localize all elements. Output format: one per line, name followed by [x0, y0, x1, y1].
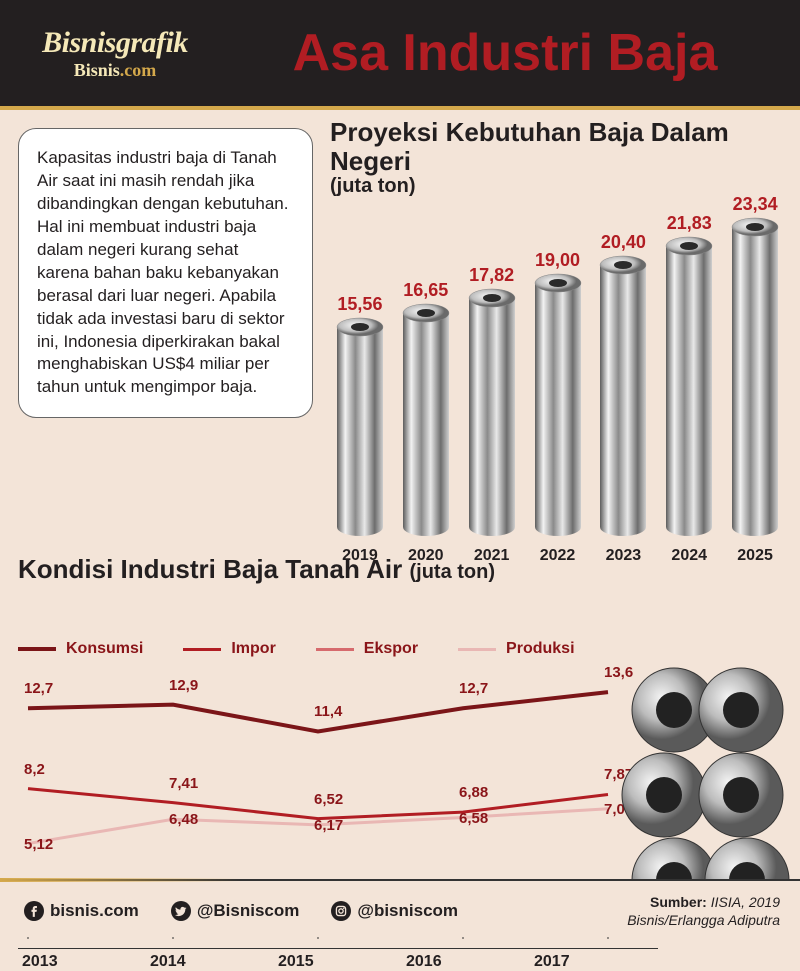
- bar-value: 21,83: [667, 213, 712, 234]
- kondisi-header: Kondisi Industri Baja Tanah Air (juta to…: [18, 555, 495, 585]
- source-credit: Bisnis/Erlangga Adiputra: [627, 911, 780, 929]
- bar-item: 19,00 2022: [528, 250, 588, 565]
- legend-item: Produksi: [458, 640, 574, 658]
- bar-value: 16,65: [403, 280, 448, 301]
- line-year-axis: 20132014201520162017: [18, 948, 658, 971]
- instagram-link[interactable]: @bisniscom: [331, 901, 458, 921]
- projection-unit: (juta ton): [330, 175, 785, 198]
- line-year-label: 2013: [18, 948, 146, 971]
- data-label: 6,17: [314, 817, 343, 834]
- source-value: IISIA, 2019: [711, 894, 780, 910]
- steel-cylinder-icon: [402, 303, 450, 537]
- legend-item: Konsumsi: [18, 640, 143, 658]
- legend-swatch: [458, 648, 496, 651]
- legend-swatch: [316, 648, 354, 651]
- line-year-label: 2017: [530, 948, 658, 971]
- bar-item: 17,82 2021: [462, 265, 522, 565]
- instagram-icon: [331, 901, 351, 921]
- line-year-label: 2016: [402, 948, 530, 971]
- twitter-link[interactable]: @Bisniscom: [171, 901, 300, 921]
- header: Bisnisgrafik Bisnis.com Asa Industri Baj…: [0, 0, 800, 110]
- bar-value: 23,34: [733, 194, 778, 215]
- bar-value: 17,82: [469, 265, 514, 286]
- steel-cylinder-icon: [468, 288, 516, 537]
- data-label: 12,7: [24, 680, 53, 697]
- legend-swatch: [183, 648, 221, 651]
- bar-value: 15,56: [337, 294, 382, 315]
- data-label: 6,48: [169, 811, 198, 828]
- twitter-icon: [171, 901, 191, 921]
- line-legend: Konsumsi Impor Ekspor Produksi: [18, 640, 620, 658]
- legend-item: Ekspor: [316, 640, 418, 658]
- data-label: 11,4: [314, 703, 342, 720]
- source-block: Sumber: IISIA, 2019 Bisnis/Erlangga Adip…: [627, 893, 780, 929]
- facebook-icon: [24, 901, 44, 921]
- brand-sub-a: Bisnis: [74, 60, 120, 80]
- bar-item: 20,40 2023: [593, 232, 653, 565]
- data-label: 12,7: [459, 680, 488, 697]
- data-label: 6,52: [314, 791, 343, 808]
- data-label: 6,88: [459, 784, 488, 801]
- footer: bisnis.com @Bisniscom @bisniscom Sumber:…: [0, 879, 800, 937]
- bar-year: 2022: [540, 547, 576, 565]
- intro-text: Kapasitas industri baja di Tanah Air saa…: [18, 128, 313, 418]
- bar-year: 2025: [737, 547, 773, 565]
- facebook-link[interactable]: bisnis.com: [24, 901, 139, 921]
- steel-cylinder-icon: [731, 217, 779, 537]
- legend-label: Konsumsi: [66, 640, 143, 658]
- twitter-label: @Bisniscom: [197, 901, 300, 921]
- line-year-label: 2014: [146, 948, 274, 971]
- legend-swatch: [18, 647, 56, 651]
- steel-cylinder-icon: [665, 236, 713, 537]
- brand-title: Bisnisgrafik: [0, 26, 230, 60]
- projection-bars: 15,56 2019 16,65: [330, 205, 785, 565]
- bar-year: 2023: [606, 547, 642, 565]
- data-label: 7,41: [169, 775, 198, 792]
- steel-cylinder-icon: [534, 273, 582, 537]
- facebook-label: bisnis.com: [50, 901, 139, 921]
- instagram-label: @bisniscom: [357, 901, 458, 921]
- line-year-label: 2015: [274, 948, 402, 971]
- source-label: Sumber:: [650, 894, 707, 910]
- steel-cylinder-icon: [599, 255, 647, 537]
- projection-title: Proyeksi Kebutuhan Baja Dalam Negeri: [330, 118, 785, 175]
- data-label: 5,12: [24, 836, 53, 853]
- legend-label: Impor: [231, 640, 275, 658]
- brand-sub-b: .com: [120, 60, 156, 80]
- projection-header: Proyeksi Kebutuhan Baja Dalam Negeri (ju…: [330, 118, 785, 198]
- steel-cylinder-icon: [336, 317, 384, 537]
- page-title: Asa Industri Baja: [230, 23, 800, 83]
- legend-item: Impor: [183, 640, 275, 658]
- bar-item: 16,65 2020: [396, 280, 456, 565]
- brand-block: Bisnisgrafik Bisnis.com: [0, 26, 230, 81]
- bar-value: 19,00: [535, 250, 580, 271]
- data-label: 8,2: [24, 761, 45, 778]
- brand-subtitle: Bisnis.com: [0, 60, 230, 81]
- legend-label: Produksi: [506, 640, 574, 658]
- kondisi-title: Kondisi Industri Baja Tanah Air (juta to…: [18, 555, 495, 585]
- bar-item: 21,83 2024: [659, 213, 719, 565]
- data-label: 6,58: [459, 810, 488, 827]
- kondisi-unit: (juta ton): [410, 561, 496, 583]
- kondisi-title-text: Kondisi Industri Baja Tanah Air: [18, 554, 402, 584]
- social-links: bisnis.com @Bisniscom @bisniscom: [24, 901, 458, 921]
- legend-label: Ekspor: [364, 640, 418, 658]
- bar-item: 15,56 2019: [330, 294, 390, 565]
- bar-item: 23,34 2025: [725, 194, 785, 565]
- bar-year: 2024: [671, 547, 707, 565]
- bar-value: 20,40: [601, 232, 646, 253]
- data-label: 12,9: [169, 677, 198, 694]
